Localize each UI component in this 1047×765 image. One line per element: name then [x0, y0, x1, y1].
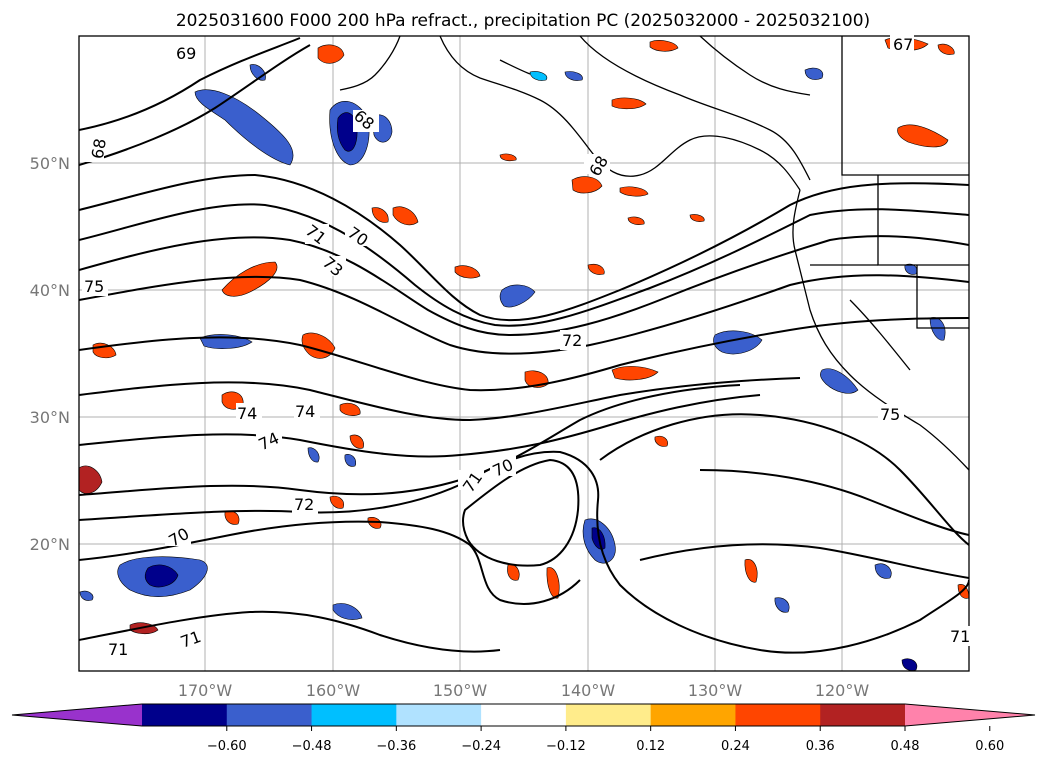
- longitude-labels: 170°W 160°W 150°W 140°W 130°W 120°W: [178, 681, 870, 700]
- contour-label: 74: [237, 404, 257, 423]
- pos-patch: [611, 97, 647, 110]
- negative-anomaly-patches: [79, 64, 946, 671]
- colorbar-tick-label: −0.24: [461, 739, 501, 754]
- pos-patch: [371, 207, 389, 223]
- contour-label: 75: [880, 405, 900, 424]
- neg-patch: [144, 564, 179, 588]
- neg-patch: [79, 590, 94, 601]
- pos-patch: [546, 567, 560, 599]
- lat-label: 40°N: [30, 281, 70, 300]
- contour-label: 67: [893, 35, 913, 54]
- colorbar: −0.60 −0.48 −0.36 −0.24 −0.12 0.12 0.24 0.36 0.4…: [11, 703, 1036, 754]
- colorbar-extend-low: [12, 704, 142, 726]
- colorbar-tick-label: −0.60: [207, 739, 247, 754]
- neg-patch: [774, 597, 790, 613]
- pos-patch: [79, 465, 103, 494]
- colorbar-segment: [311, 704, 397, 726]
- neg-patch: [307, 447, 320, 463]
- neg-patch: [874, 563, 892, 579]
- map-frame: [78, 35, 970, 672]
- lon-label: 120°W: [815, 681, 870, 700]
- colorbar-segment: [226, 704, 313, 726]
- pos-patch: [499, 153, 517, 162]
- contour-label: 72: [562, 331, 582, 350]
- neg-patch: [820, 368, 859, 394]
- colorbar-tick-label: 0.36: [806, 739, 835, 754]
- neg-patch: [529, 71, 548, 81]
- contour-label: 68: [88, 137, 110, 160]
- pos-patch: [611, 366, 659, 381]
- colorbar-segment: [735, 704, 821, 726]
- colorbar-tick-label: 0.12: [636, 739, 665, 754]
- neg-patch: [564, 71, 583, 81]
- pos-patch: [897, 124, 949, 148]
- colorbar-extend-high: [905, 704, 1035, 726]
- pos-patch: [649, 40, 679, 52]
- pos-patch: [454, 265, 481, 279]
- latitude-labels: 50°N 40°N 30°N 20°N: [30, 154, 70, 554]
- neg-patch: [901, 658, 918, 671]
- colorbar-segment: [481, 704, 567, 726]
- colorbar-tick-label: 0.48: [891, 739, 920, 754]
- pos-patch: [627, 216, 645, 225]
- pos-patch: [654, 435, 668, 447]
- map-title: 2025031600 F000 200 hPa refract., precip…: [176, 11, 870, 31]
- pos-patch: [317, 44, 345, 64]
- neg-patch: [344, 454, 357, 467]
- colorbar-tick-label: 0.60: [975, 739, 1004, 754]
- pos-patch: [392, 206, 419, 226]
- pos-patch: [571, 176, 603, 194]
- lon-label: 170°W: [178, 681, 233, 700]
- contour-label: 75: [84, 277, 104, 296]
- coastlines: [339, 36, 969, 471]
- colorbar-segment: [820, 704, 906, 726]
- neg-patch: [332, 603, 363, 620]
- lon-label: 140°W: [561, 681, 616, 700]
- pos-patch: [937, 43, 955, 55]
- pos-patch: [367, 517, 382, 529]
- lat-label: 30°N: [30, 408, 70, 427]
- pos-patch: [619, 186, 649, 197]
- contour-label: 74: [295, 402, 315, 421]
- lon-label: 150°W: [433, 681, 488, 700]
- map-panel: [78, 35, 970, 672]
- colorbar-segment: [565, 704, 652, 726]
- pos-patch: [329, 495, 344, 509]
- pos-patch: [349, 434, 364, 449]
- colorbar-outline: [11, 703, 1036, 727]
- neg-patch: [336, 112, 358, 152]
- contour-label: 72: [294, 495, 314, 514]
- positive-anomaly-patches: [79, 37, 969, 635]
- lat-label: 20°N: [30, 535, 70, 554]
- pos-patch: [339, 402, 361, 416]
- colorbar-tick-label: 0.24: [721, 739, 750, 754]
- pos-patch: [744, 559, 758, 583]
- pos-patch: [689, 214, 705, 222]
- colorbar-tick-label: −0.36: [376, 739, 416, 754]
- contour-label: 71: [950, 627, 970, 646]
- colorbar-segment: [396, 704, 482, 726]
- lon-label: 130°W: [688, 681, 743, 700]
- contour-label: 69: [176, 44, 196, 63]
- refractivity-contours: [79, 37, 969, 654]
- neg-patch: [194, 89, 294, 166]
- contour-label: 71: [108, 640, 128, 659]
- pos-patch: [587, 263, 605, 275]
- colorbar-tick-label: −0.48: [292, 739, 332, 754]
- colorbar-segment: [142, 704, 228, 726]
- colorbar-tick-label: −0.12: [546, 739, 586, 754]
- colorbar-segment: [650, 704, 736, 726]
- neg-patch: [499, 284, 536, 308]
- lon-label: 160°W: [306, 681, 361, 700]
- neg-patch: [804, 67, 824, 80]
- lat-label: 50°N: [30, 154, 70, 173]
